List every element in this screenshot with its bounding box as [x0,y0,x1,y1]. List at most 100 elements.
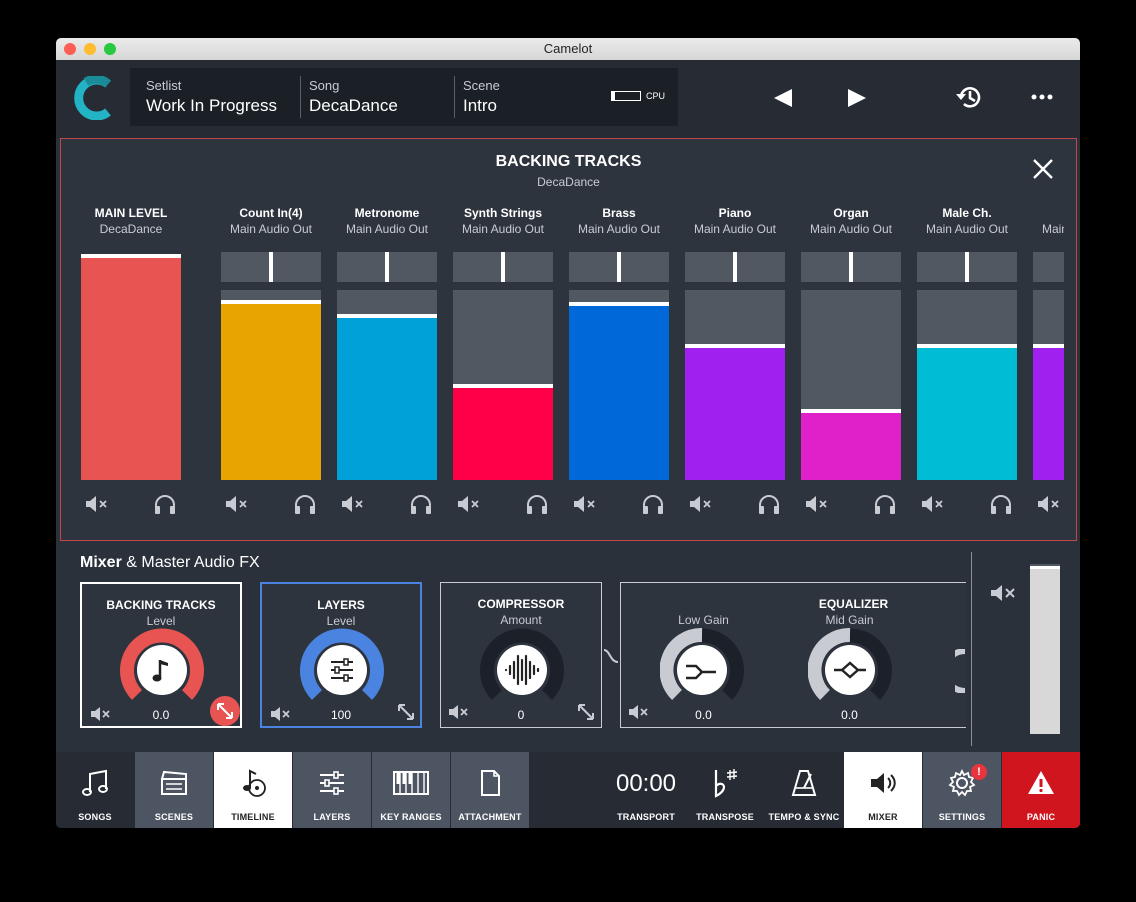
pan-handle[interactable] [733,252,737,282]
scene-info[interactable]: Scene Intro [463,78,500,116]
track-volume-fader[interactable] [453,290,553,480]
track-solo-headphones-icon[interactable] [409,493,433,515]
layers-expand-icon[interactable] [396,702,416,722]
backing-level-knob[interactable] [120,628,204,712]
track-mute-icon[interactable] [341,495,367,513]
track-volume-fader[interactable] [685,290,785,480]
backing-card-title: BACKING TRACKS [106,598,216,612]
backing-mute-icon[interactable] [90,706,112,722]
track-volume-fader[interactable] [221,290,321,480]
pan-handle[interactable] [617,252,621,282]
pan-handle[interactable] [849,252,853,282]
next-scene-icon[interactable] [846,87,868,109]
zoom-window-button[interactable] [104,43,116,55]
eq-mid-gain-knob[interactable] [808,628,892,712]
backing-tracks-card[interactable]: BACKING TRACKS Level 0.0 [80,582,242,728]
tab-key-ranges[interactable]: KEY RANGES [372,752,450,828]
previous-scene-icon[interactable] [772,87,794,109]
tab-layers[interactable]: LAYERS [293,752,371,828]
backing-tracks-panel: BACKING TRACKS DecaDance MAIN LEVEL DecaD… [60,138,1077,541]
tab-attachment[interactable]: ATTACHMENT [451,752,529,828]
layers-mute-icon[interactable] [270,706,292,722]
track-volume-fader[interactable] [917,290,1017,480]
compressor-expand-icon[interactable] [576,702,596,722]
fader-handle[interactable] [453,384,553,388]
tab-songs[interactable]: SONGS [56,752,134,828]
history-icon[interactable] [955,83,983,111]
track-volume-fader[interactable] [569,290,669,480]
track-solo-headphones-icon[interactable] [873,493,897,515]
setlist-info[interactable]: Setlist Work In Progress [146,78,277,116]
tab-transport[interactable]: 00:00 TRANSPORT [607,752,685,828]
tab-timeline[interactable]: TIMELINE [214,752,292,828]
track-mute-icon[interactable] [921,495,947,513]
track-pan-slider[interactable] [685,252,785,282]
track-mute-icon[interactable] [457,495,483,513]
compressor-amount-knob[interactable] [480,628,564,712]
track-pan-slider[interactable] [221,252,321,282]
fader-handle[interactable] [917,344,1017,348]
pan-handle[interactable] [965,252,969,282]
track-solo-headphones-icon[interactable] [757,493,781,515]
fader-handle[interactable] [569,302,669,306]
equalizer-mute-icon[interactable] [628,704,650,720]
setlist-info-box[interactable]: Setlist Work In Progress Song DecaDance … [130,68,678,126]
track-pan-slider[interactable] [1033,252,1064,282]
backing-expand-icon[interactable] [210,696,240,726]
track-pan-slider[interactable] [569,252,669,282]
close-panel-icon[interactable] [1031,157,1055,181]
clapperboard-icon [161,770,187,795]
eq-low-gain-knob[interactable] [660,628,744,712]
track-pan-slider[interactable] [453,252,553,282]
track-volume-fader[interactable] [337,290,437,480]
track-solo-headphones-icon[interactable] [641,493,665,515]
track-solo-headphones-icon[interactable] [153,493,177,515]
master-level-fader[interactable] [1030,564,1060,734]
cpu-meter: CPU [611,90,667,104]
more-options-icon[interactable] [1031,93,1053,101]
compressor-mute-icon[interactable] [448,704,470,720]
panic-button[interactable]: PANIC [1002,752,1080,828]
master-mute-icon[interactable] [990,584,1018,602]
track-mute-icon[interactable] [225,495,251,513]
song-info[interactable]: Song DecaDance [309,78,398,116]
eq-high-gain-knob-edge[interactable] [955,649,966,693]
fader-handle[interactable] [337,314,437,318]
fader-handle[interactable] [1033,344,1064,348]
fader-handle[interactable] [81,254,181,258]
track-mute-icon[interactable] [1037,495,1063,513]
tab-settings[interactable]: ! SETTINGS [923,752,1001,828]
fader-handle[interactable] [221,300,321,304]
track-volume-fader[interactable] [1033,290,1064,480]
pan-handle[interactable] [269,252,273,282]
track-solo-headphones-icon[interactable] [989,493,1013,515]
info-divider [454,76,455,118]
pan-handle[interactable] [501,252,505,282]
layers-level-knob[interactable] [300,628,384,712]
track-strip: Brass Main Audio Out [569,139,669,540]
equalizer-card[interactable]: EQUALIZER Low Gain Mid Gain 0.0 0.0 [620,582,966,728]
fader-handle[interactable] [685,344,785,348]
pan-handle[interactable] [385,252,389,282]
track-pan-slider[interactable] [917,252,1017,282]
track-mute-icon[interactable] [689,495,715,513]
track-mute-icon[interactable] [805,495,831,513]
track-solo-headphones-icon[interactable] [293,493,317,515]
compressor-card[interactable]: COMPRESSOR Amount 0 [440,582,602,728]
close-window-button[interactable] [64,43,76,55]
track-pan-slider[interactable] [337,252,437,282]
tab-scenes[interactable]: SCENES [135,752,213,828]
track-solo-headphones-icon[interactable] [525,493,549,515]
tab-mixer[interactable]: MIXER [844,752,922,828]
track-mute-icon[interactable] [573,495,599,513]
track-volume-fader[interactable] [801,290,901,480]
track-pan-slider[interactable] [801,252,901,282]
minimize-window-button[interactable] [84,43,96,55]
tab-tempo-sync[interactable]: TEMPO & SYNC [765,752,843,828]
layers-card[interactable]: LAYERS Level 100 [260,582,422,728]
tab-transpose[interactable]: TRANSPOSE [686,752,764,828]
track-mute-icon[interactable] [85,495,111,513]
track-strip: Count In(4) Main Audio Out [221,139,321,540]
main-level-fader[interactable] [81,252,181,480]
fader-handle[interactable] [801,409,901,413]
